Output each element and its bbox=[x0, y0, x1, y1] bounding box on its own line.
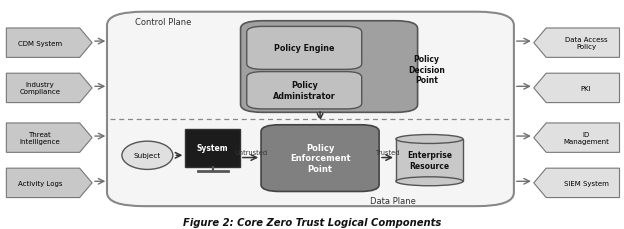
Text: Policy
Enforcement
Point: Policy Enforcement Point bbox=[290, 143, 351, 173]
Text: Trusted: Trusted bbox=[376, 150, 400, 156]
FancyBboxPatch shape bbox=[246, 27, 362, 70]
Text: Policy
Administrator: Policy Administrator bbox=[273, 81, 336, 101]
Text: Policy Engine: Policy Engine bbox=[274, 44, 334, 53]
Text: System: System bbox=[197, 144, 228, 153]
Text: Untrusted: Untrusted bbox=[234, 150, 267, 156]
Polygon shape bbox=[534, 29, 620, 58]
FancyBboxPatch shape bbox=[241, 22, 417, 113]
Ellipse shape bbox=[396, 177, 463, 186]
Polygon shape bbox=[6, 123, 92, 153]
Text: Activity Logs: Activity Logs bbox=[17, 180, 62, 186]
Text: Control Plane: Control Plane bbox=[135, 18, 192, 27]
Polygon shape bbox=[6, 29, 92, 58]
Text: ID
Management: ID Management bbox=[563, 132, 609, 144]
Text: Policy
Decision
Point: Policy Decision Point bbox=[408, 55, 445, 85]
Text: Threat
Intelligence: Threat Intelligence bbox=[19, 132, 61, 144]
Polygon shape bbox=[6, 169, 92, 198]
Text: CDM System: CDM System bbox=[18, 41, 62, 46]
Bar bbox=[396, 139, 463, 182]
Bar bbox=[185, 130, 240, 167]
Polygon shape bbox=[534, 123, 620, 153]
FancyBboxPatch shape bbox=[261, 125, 379, 192]
Text: PKI: PKI bbox=[581, 85, 592, 92]
Text: Enterprise
Resource: Enterprise Resource bbox=[407, 150, 452, 170]
Text: Data Access
Policy: Data Access Policy bbox=[565, 37, 607, 50]
Text: Data Plane: Data Plane bbox=[370, 196, 416, 205]
Text: SIEM System: SIEM System bbox=[563, 180, 608, 186]
FancyBboxPatch shape bbox=[107, 13, 514, 206]
Polygon shape bbox=[534, 74, 620, 103]
Polygon shape bbox=[534, 169, 620, 198]
Text: Figure 2: Core Zero Trust Logical Components: Figure 2: Core Zero Trust Logical Compon… bbox=[183, 217, 441, 226]
Ellipse shape bbox=[122, 142, 173, 170]
FancyBboxPatch shape bbox=[246, 72, 362, 109]
Ellipse shape bbox=[396, 135, 463, 144]
Text: Industry
Compliance: Industry Compliance bbox=[19, 82, 61, 95]
Polygon shape bbox=[6, 74, 92, 103]
Text: Subject: Subject bbox=[134, 153, 161, 159]
